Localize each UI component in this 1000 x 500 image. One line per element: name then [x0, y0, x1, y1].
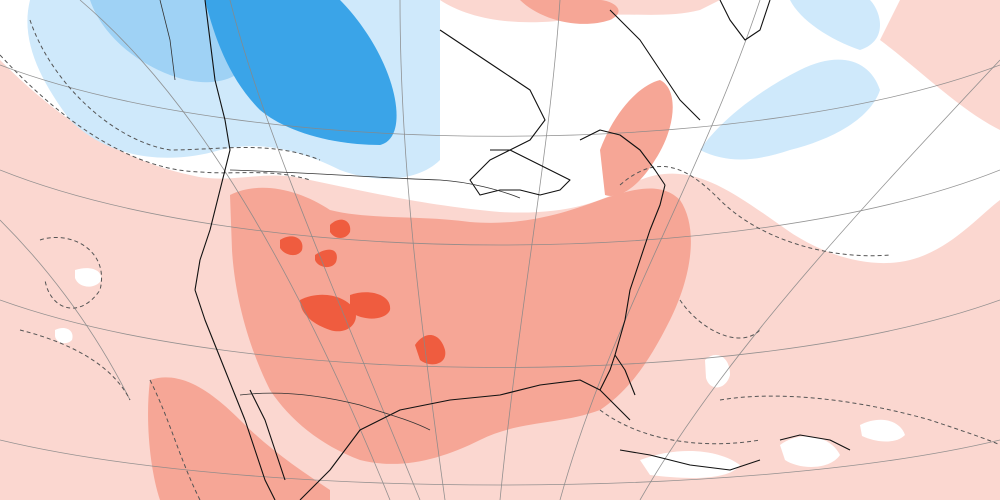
neutral-spot-atlantic: [705, 355, 730, 388]
coast-california: [194, 289, 246, 421]
coast-pacific-northwest: [194, 0, 231, 291]
neutral-spot-caribbean-2: [780, 436, 840, 467]
coast-maritimes: [579, 129, 666, 186]
coast-great-lakes: [469, 149, 571, 196]
warm-strong-wyoming: [315, 249, 337, 268]
neutral-spot-pacific-1: [75, 268, 101, 287]
warm-strong-utah: [300, 294, 356, 332]
warm-strong-texas: [415, 334, 446, 365]
warm-strong-idaho: [280, 236, 303, 256]
coastlines: [194, 0, 851, 500]
coast-hispaniola: [779, 434, 851, 451]
warm-medium-mexico: [148, 377, 330, 500]
warm-patch-quebec: [600, 80, 673, 196]
border-us-mexico: [239, 392, 431, 431]
coast-labrador: [609, 9, 701, 121]
borders: [159, 0, 521, 431]
cool-strong-western-canada: [205, 0, 397, 145]
border-alaska: [159, 0, 176, 81]
neutral-spot-pacific-2: [55, 328, 73, 344]
warm-strong-montana: [330, 219, 351, 238]
coast-gulf-of-mexico: [299, 379, 631, 500]
coast-hudson-bay: [439, 29, 546, 151]
coast-gulf-of-california: [249, 389, 286, 481]
coast-cuba: [619, 449, 761, 471]
warm-strong-colorado: [350, 292, 391, 319]
warm-patch-northeast-canada: [520, 0, 619, 24]
coast-baja: [244, 419, 276, 500]
border-us-canada: [229, 169, 521, 199]
neutral-spot-caribbean-3: [860, 419, 905, 442]
cool-light-arctic-east: [790, 0, 880, 50]
cool-light-labrador: [700, 59, 880, 160]
coast-greenland-south: [719, 0, 771, 41]
warm-patch-north-atlantic: [880, 0, 1000, 130]
anomaly-contours: [0, 19, 1000, 500]
coast-atlantic: [614, 184, 666, 356]
